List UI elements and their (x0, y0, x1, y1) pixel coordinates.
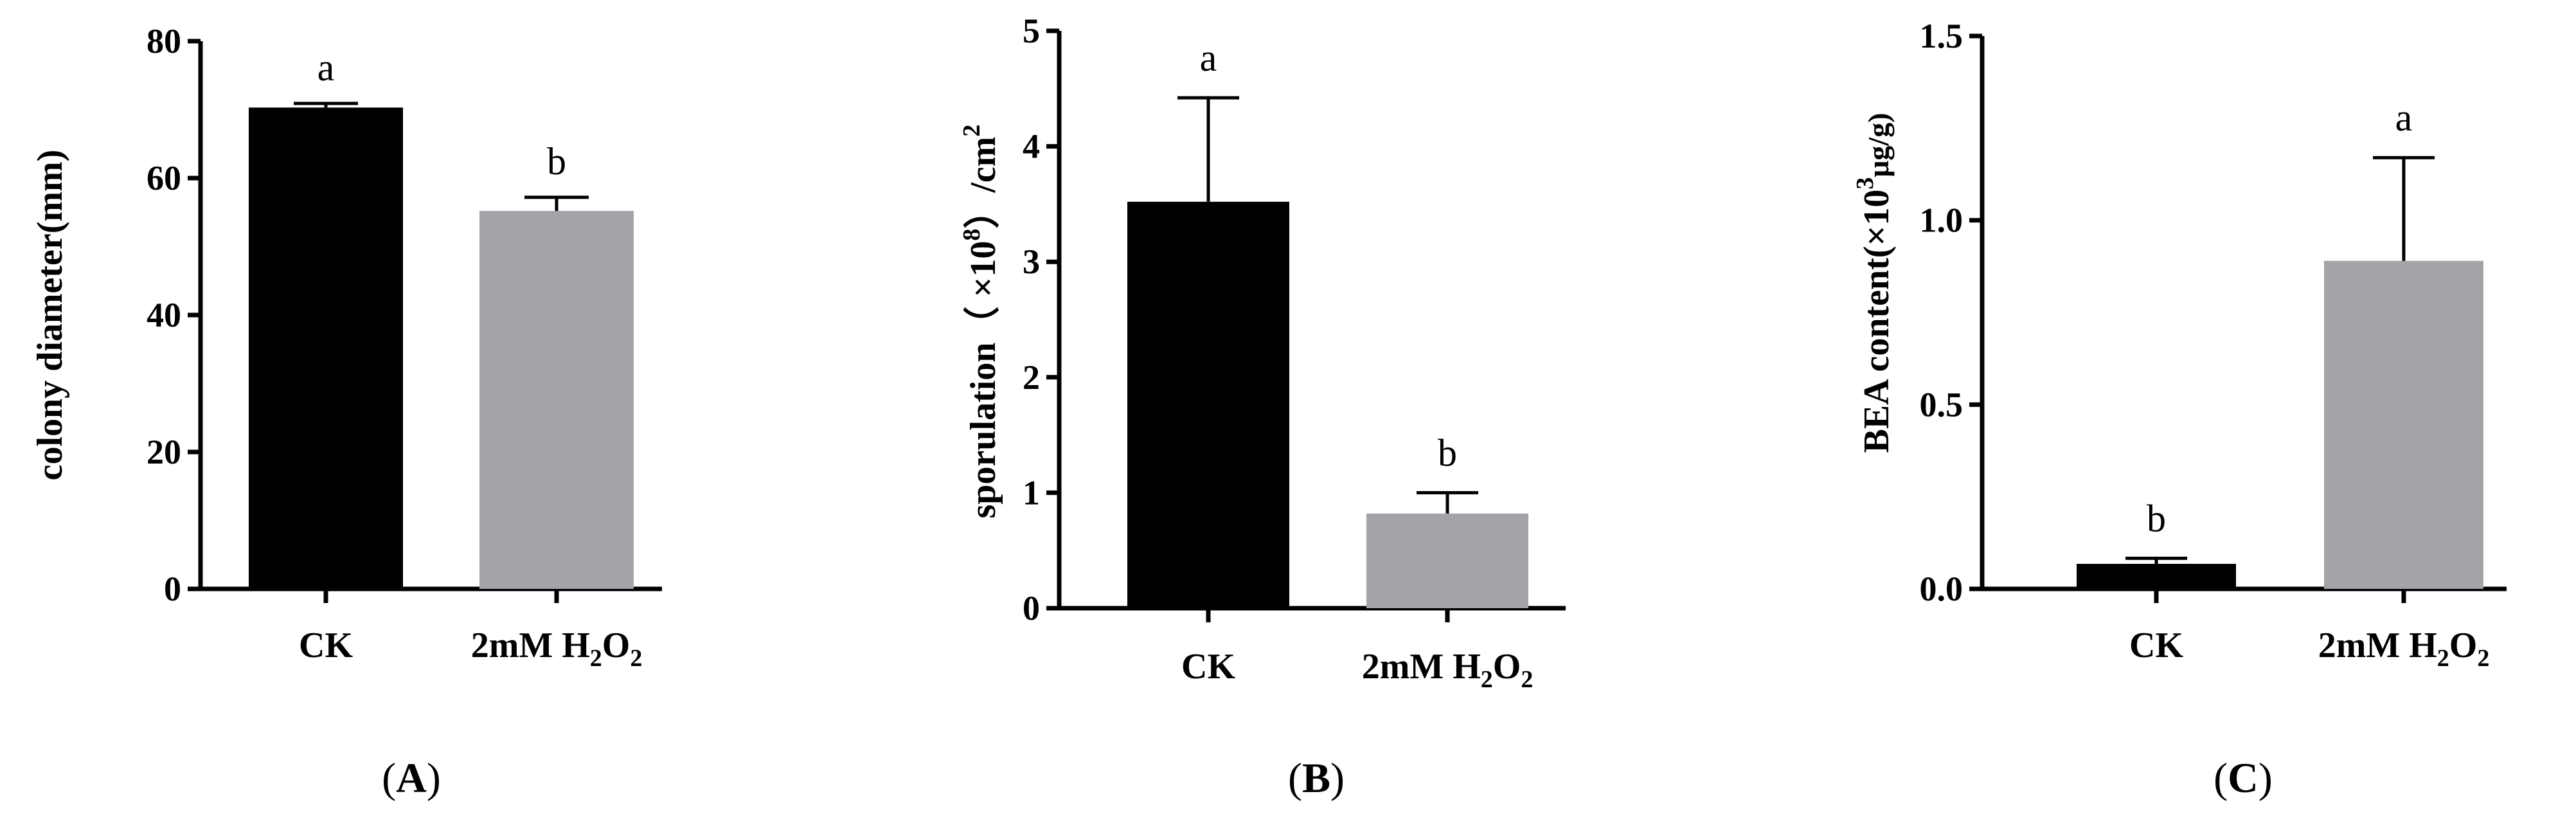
panel-a-bar-ck (249, 107, 403, 589)
panel-a-category-h2o2-sub1: 2 (590, 645, 602, 672)
panel-a-y-tick-label: 60 (147, 159, 181, 197)
panel-c-y-label-sup: 3 (1852, 177, 1879, 190)
panel-b-y-tick-label: 2 (1023, 358, 1040, 397)
panel-c-category-h2o2: 2mM H2O2 (2318, 626, 2490, 672)
panel-c-label: (C) (2214, 755, 2273, 802)
panel-c-label-close: ) (2258, 755, 2273, 802)
panel-c-y-tick-label: 0.5 (1920, 385, 1963, 424)
panel-b-y-tick-label: 0 (1023, 589, 1040, 627)
panel-c-y-tick-label: 1.0 (1920, 201, 1963, 240)
panel-c-chart: 0.00.51.01.5 b a CK 2mM H2O2 BEA content… (1852, 17, 2507, 802)
panel-b-y-tick-label: 4 (1023, 127, 1040, 166)
panel-c-y-axis-label: BEA content(×103μg/g) (1852, 113, 1897, 453)
panel-b-category-h2o2: 2mM H2O2 (1362, 647, 1534, 693)
panel-b-label: (B) (1288, 755, 1345, 802)
panel-c-significance-h2o2: a (2395, 96, 2413, 139)
panel-b-bars (1127, 201, 1528, 609)
panel-a-y-tick-label: 80 (147, 22, 181, 60)
panel-b-x-ticks (1206, 608, 1450, 622)
panel-c-label-open: ( (2214, 755, 2228, 802)
panel-a-significance-ck: a (318, 46, 335, 89)
panel-c-bars (2077, 260, 2483, 589)
panel-b-label-close: ) (1330, 755, 1345, 802)
panel-b-significance-h2o2: b (1438, 431, 1457, 474)
panel-a-label: (A) (382, 755, 441, 802)
panel-b-y-label-sup2: 2 (958, 125, 985, 137)
panel-b-y-label-main: sporulation（ ×10 (963, 241, 1003, 519)
panel-c-y-label-unit: μg/g) (1862, 113, 1895, 177)
panel-a-y-tick-label: 40 (147, 296, 181, 334)
panel-b-y-axis-label: sporulation（ ×108）/cm2 (958, 125, 1003, 519)
panel-a-bars (249, 107, 634, 589)
panel-c-significance-ck: b (2147, 497, 2166, 539)
panel-b-error-bars (1177, 96, 1478, 514)
panel-b-category-h2o2-main: 2mM H (1362, 647, 1481, 687)
panel-c-category-h2o2-mid: O (2449, 626, 2478, 665)
panel-a-category-h2o2-mid: O (602, 626, 631, 665)
panel-a-y-ticks: 0 20 40 60 80 (147, 22, 201, 608)
panel-c-error-bars (2125, 156, 2435, 564)
panel-b-y-label-mid: ）/cm (963, 137, 1003, 229)
panel-b-y-label-sup1: 8 (958, 229, 985, 241)
panel-a-y-tick-label: 0 (164, 570, 181, 608)
panel-b-y-ticks: 0 1 2 3 4 5 (1023, 12, 1059, 627)
panel-c-y-label-main: BEA content(×10 (1857, 190, 1897, 453)
panel-b-bar-ck (1127, 201, 1289, 609)
panel-c-bar-ck (2077, 564, 2236, 589)
panel-b-bar-h2o2 (1366, 513, 1528, 608)
panel-c-category-h2o2-sub2: 2 (2477, 645, 2489, 672)
panel-b-label-open: ( (1288, 755, 1302, 802)
panel-c-bar-h2o2 (2324, 260, 2483, 589)
panel-b-y-tick-label: 1 (1023, 473, 1040, 512)
panel-a-x-ticks (323, 589, 559, 603)
panel-b-category-h2o2-sub2: 2 (1521, 666, 1533, 693)
panel-a-category-h2o2-sub2: 2 (630, 645, 642, 672)
panel-c-x-ticks (2154, 589, 2406, 603)
panel-b-significance-ck: a (1200, 37, 1217, 79)
panel-a-label-letter: A (396, 755, 427, 802)
panel-b-y-tick-label: 5 (1023, 12, 1040, 50)
panel-b-category-ck: CK (1181, 647, 1235, 687)
panel-c-category-h2o2-sub1: 2 (2437, 645, 2449, 672)
panel-a-category-ck: CK (299, 626, 353, 665)
panel-b-y-tick-label: 3 (1023, 242, 1040, 281)
panel-c-y-tick-label: 1.5 (1920, 17, 1963, 55)
panel-c-category-ck: CK (2129, 626, 2183, 665)
panel-a-category-h2o2-main: 2mM H (471, 626, 590, 665)
panel-c-label-letter: C (2228, 755, 2258, 802)
panel-b-label-letter: B (1302, 755, 1330, 802)
panel-c-category-h2o2-main: 2mM H (2318, 626, 2437, 665)
panel-a-label-close: ) (427, 755, 441, 802)
panel-c-y-tick-label: 0.0 (1920, 570, 1963, 608)
panel-b-category-h2o2-sub1: 2 (1481, 666, 1493, 693)
panel-a-error-bars (294, 102, 589, 212)
panel-a-y-axis-label: colony diameter(mm) (30, 150, 70, 481)
panel-b-category-h2o2-mid: O (1493, 647, 1521, 687)
panel-c-y-ticks: 0.0 0.5 1.0 1.5 (1920, 17, 1982, 608)
panel-a-category-h2o2: 2mM H2O2 (471, 626, 643, 672)
panel-a-y-tick-label: 20 (147, 433, 181, 471)
panel-a-bar-h2o2 (479, 211, 634, 589)
panel-a-significance-h2o2: b (547, 140, 566, 183)
panel-a-label-open: ( (382, 755, 396, 802)
